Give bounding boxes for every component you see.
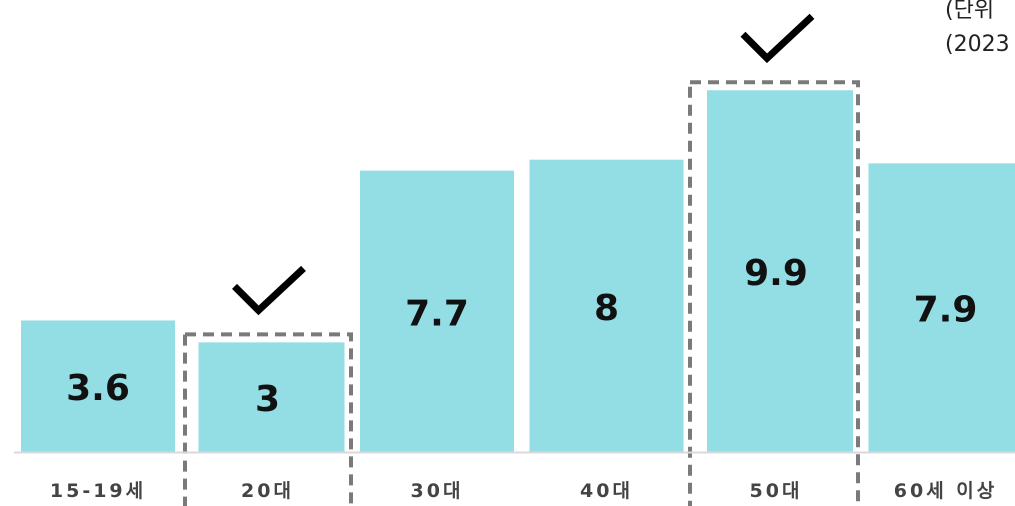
highlight-box	[688, 80, 860, 506]
bar	[868, 163, 1015, 452]
bar-value-label: 9.9	[744, 253, 808, 294]
bar	[707, 90, 853, 453]
value-labels-group: 3.6 3 7.7 8 9.9 7.9	[66, 253, 977, 420]
x-tick-labels-group: 15-19세 20대 30대 40대 50대 60세 이상	[50, 480, 998, 502]
check-icon	[232, 265, 306, 316]
check-icon	[740, 13, 815, 64]
bar-value-label: 8	[594, 288, 619, 329]
highlight-box	[183, 332, 353, 506]
bar	[360, 170, 514, 452]
bar-value-label: 3	[255, 379, 280, 420]
x-tick-label: 30대	[411, 480, 464, 502]
bars-group	[21, 90, 1015, 453]
highlight-group	[183, 13, 860, 506]
bar-value-label: 7.7	[405, 293, 469, 334]
x-tick-label: 15-19세	[50, 480, 146, 502]
unit-note-line-2: (2023	[945, 32, 1010, 57]
bar-value-label: 7.9	[914, 290, 978, 331]
bar	[198, 342, 345, 452]
x-tick-label: 50대	[750, 480, 803, 502]
bar	[21, 320, 175, 452]
x-tick-label: 20대	[241, 480, 294, 502]
bar-value-label: 3.6	[66, 368, 130, 409]
x-tick-label: 60세 이상	[894, 480, 998, 502]
x-tick-label: 40대	[580, 480, 633, 502]
unit-note: (단위 (2023	[945, 0, 1015, 62]
unit-note-line-1: (단위	[945, 0, 995, 23]
bar	[529, 159, 684, 452]
